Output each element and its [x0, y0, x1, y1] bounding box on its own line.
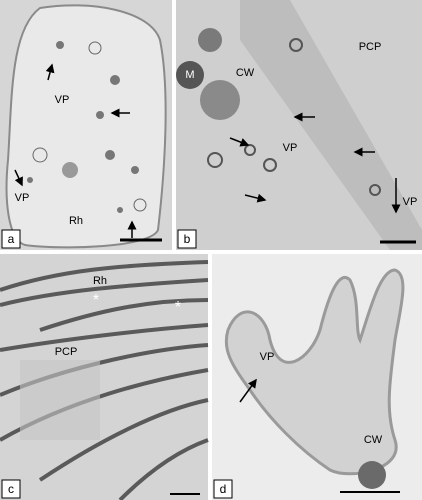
annotation: CW [364, 434, 383, 446]
panel-a: VP VP Rh a [0, 0, 172, 250]
annotation: * [175, 299, 181, 316]
cell-wall [224, 268, 405, 476]
mitochondrion [200, 80, 240, 120]
annotation: VP [283, 142, 298, 154]
annotation: VP [403, 196, 418, 208]
annotation: * [93, 292, 99, 309]
vesicles [207, 38, 381, 196]
panel-label: a [8, 232, 15, 246]
arrows [229, 112, 401, 214]
panel-label: d [220, 482, 227, 496]
panel-label-box [1, 229, 21, 249]
mitochondrion [176, 61, 204, 89]
panel-label: c [8, 482, 14, 496]
annotation: PCP [359, 41, 382, 53]
panel-d: VP CW d [212, 254, 422, 500]
cytoplasm [20, 360, 100, 440]
panel-c: Rh * * PCP c [0, 254, 209, 500]
annotation: VP [55, 94, 70, 106]
arrow [239, 378, 257, 403]
annotation: Rh [93, 275, 107, 287]
panel-label-box [177, 229, 197, 249]
annotation: PCP [55, 346, 78, 358]
organelle [198, 28, 222, 52]
panel-label-box [213, 479, 233, 499]
panel-label: b [184, 232, 191, 246]
annotation: M [185, 69, 194, 81]
annotation: Rh [69, 215, 83, 227]
annotation: VP [15, 192, 30, 204]
vesicles [27, 41, 147, 213]
arrows [14, 63, 137, 238]
cell-wall [240, 0, 422, 250]
panel-label-box [1, 479, 21, 499]
annotation: CW [236, 67, 255, 79]
organelle [358, 461, 386, 489]
annotation: VP [260, 351, 275, 363]
panel-b: PCP M CW VP VP b [176, 0, 422, 250]
